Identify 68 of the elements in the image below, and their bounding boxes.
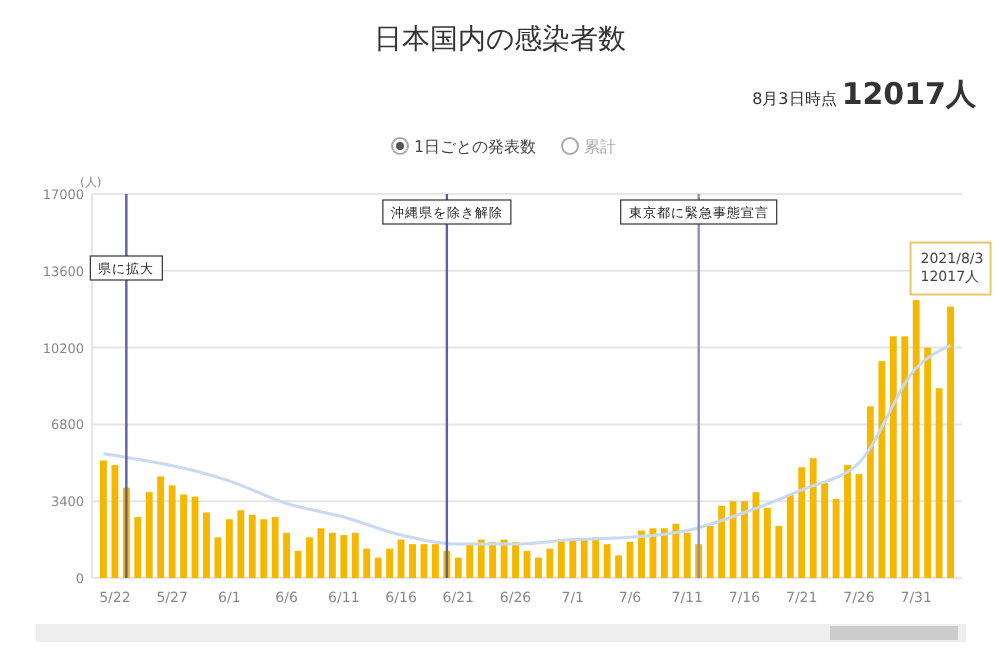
bar [306,537,313,578]
bar [431,544,439,578]
bar [924,347,932,578]
bar [134,517,142,578]
line-series [101,343,953,546]
bar [649,528,657,578]
bar [374,557,382,578]
bar [592,537,600,578]
bar [889,336,897,578]
bar [489,541,497,578]
bar [409,544,416,578]
bar [145,492,153,578]
bar [225,519,233,578]
bar [763,507,771,578]
bar [271,517,279,578]
bar [283,532,291,578]
bar [214,537,222,578]
radio-button: 累計 [561,137,616,156]
bar [328,532,336,578]
bar [500,539,508,578]
bar [397,539,405,578]
bar [672,523,680,578]
bar [741,501,748,578]
bar [718,505,726,578]
bar [866,406,874,578]
bar [512,541,519,578]
bar [947,306,954,578]
bar [912,300,920,578]
bar [844,465,851,578]
bar [157,476,165,578]
bar [821,483,829,578]
bar [569,539,577,578]
bar [557,539,565,578]
bar [660,528,668,578]
bar [535,557,542,578]
bar [180,494,188,578]
bar [615,555,623,578]
bar [454,557,462,578]
bar [809,458,817,578]
bar [706,526,714,578]
bar [248,514,256,578]
bar [638,530,645,578]
bar [683,532,691,578]
chart-title: 日本国内の感染者数 [374,24,626,56]
bar [340,535,348,578]
bar [798,467,806,578]
bar [260,519,268,578]
bar [775,526,783,578]
bar [477,539,485,578]
bar [237,510,245,578]
bar [100,460,107,578]
radio-button: 1日ごとの発表数 [391,137,537,156]
bar [168,485,176,578]
bar [580,539,588,578]
bar [786,494,794,578]
bar [546,548,554,578]
bar [901,336,909,578]
bar [363,548,371,578]
bar [878,361,886,578]
bar [351,532,359,578]
bar [466,544,474,578]
bar [603,544,611,578]
chart-subtitle: 8月3日時点 12017人 [752,76,978,112]
bar [111,465,119,578]
bar [386,548,394,578]
bar [935,388,943,578]
bar [832,498,840,578]
bar [203,512,210,578]
